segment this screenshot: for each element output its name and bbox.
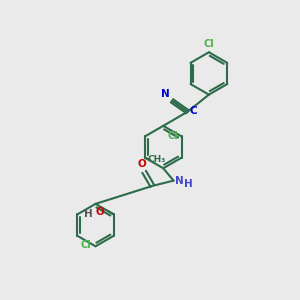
- Text: H: H: [84, 209, 92, 219]
- Text: N: N: [175, 176, 184, 186]
- Text: CH₃: CH₃: [147, 154, 166, 164]
- Text: O: O: [138, 159, 147, 169]
- Text: C: C: [190, 106, 197, 116]
- Text: Cl: Cl: [80, 240, 91, 250]
- Text: O: O: [95, 206, 104, 217]
- Text: Cl: Cl: [203, 39, 214, 49]
- Text: H: H: [184, 179, 193, 189]
- Text: N: N: [161, 89, 170, 99]
- Text: Cl: Cl: [167, 131, 178, 142]
